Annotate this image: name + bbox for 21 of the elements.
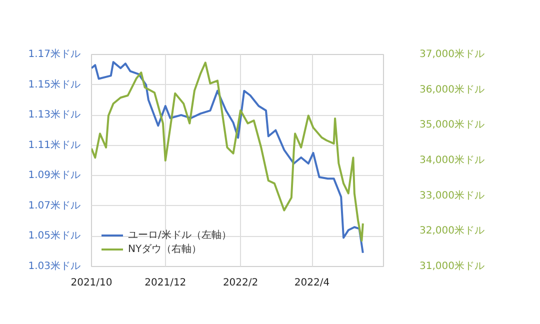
y2-tick-label: 37,000米ドル <box>420 48 484 60</box>
y-tick-label: 1.09米ドル <box>28 169 80 182</box>
legend-label: ユーロ/米ドル（左軸） <box>128 228 232 242</box>
y-tick-label: 1.17米ドル <box>28 48 80 60</box>
y-tick-label: 1.03米ドル <box>28 260 80 272</box>
x-tick-label: 2022/4 <box>294 278 330 288</box>
legend-label: NYダウ（右軸） <box>128 242 202 256</box>
y2-tick-label: 36,000米ドル <box>420 83 484 96</box>
y-tick-label: 1.15米ドル <box>28 78 80 90</box>
x-tick-label: 2021/10 <box>70 278 112 288</box>
y-tick-label: 1.05米ドル <box>28 230 80 242</box>
y-tick-label: 1.07米ドル <box>28 199 80 212</box>
y-tick-label: 1.13米ドル <box>28 108 80 121</box>
x-tick-label: 2022/2 <box>222 278 258 288</box>
y-tick-label: 1.11米ドル <box>28 138 80 151</box>
y2-tick-label: 31,000米ドル <box>420 260 484 272</box>
y2-tick-label: 34,000米ドル <box>420 154 484 166</box>
x-tick-label: 2021/12 <box>144 278 186 288</box>
y2-tick-label: 33,000米ドル <box>420 189 484 202</box>
y2-tick-label: 32,000米ドル <box>420 224 484 237</box>
y2-tick-label: 35,000米ドル <box>420 118 484 131</box>
